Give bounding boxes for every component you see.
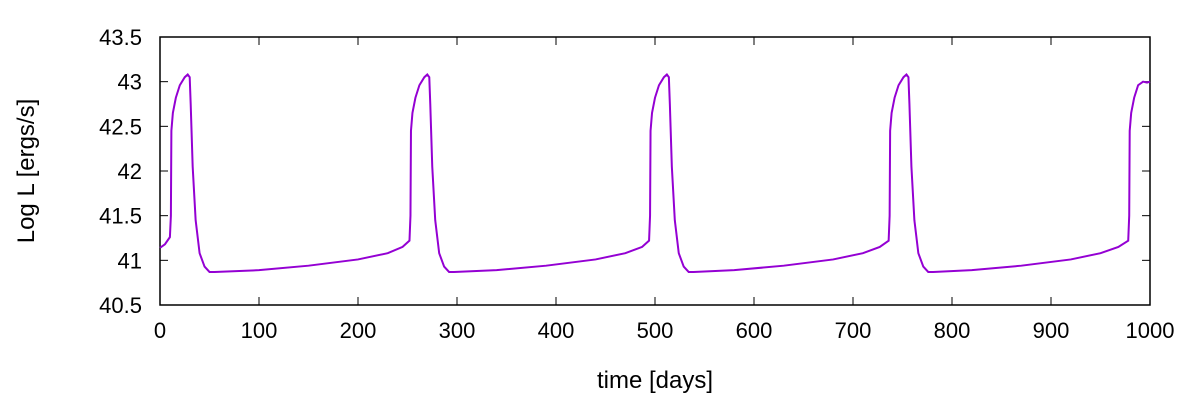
x-tick-label: 500: [637, 318, 674, 343]
series-line: [159, 73, 1151, 273]
x-tick-label: 0: [154, 318, 166, 343]
axis-tick-labels: 0 100 200 300 400 500 600 700 800 900 1000 40.5 41 41…: [99, 25, 1174, 343]
y-tick-label: 41.5: [99, 204, 142, 229]
x-axis-label: time [days]: [597, 367, 713, 394]
y-tick-label: 42.5: [99, 114, 142, 139]
x-tick-label: 100: [241, 318, 278, 343]
x-tick-label: 600: [736, 318, 773, 343]
x-tick-label: 900: [1033, 318, 1070, 343]
y-tick-label: 42: [118, 159, 142, 184]
axis-ticks: [159, 36, 1151, 306]
x-tick-label: 200: [340, 318, 377, 343]
x-tick-label: 300: [439, 318, 476, 343]
y-tick-label: 40.5: [99, 293, 142, 318]
y-axis-label: Log L [ergs/s]: [13, 99, 40, 244]
x-tick-label: 700: [835, 318, 872, 343]
x-tick-label: 1000: [1126, 318, 1175, 343]
x-tick-label: 800: [934, 318, 971, 343]
x-tick-label: 400: [538, 318, 575, 343]
y-tick-label: 43.5: [99, 25, 142, 50]
y-tick-label: 43: [118, 70, 142, 95]
y-tick-label: 41: [118, 248, 142, 273]
